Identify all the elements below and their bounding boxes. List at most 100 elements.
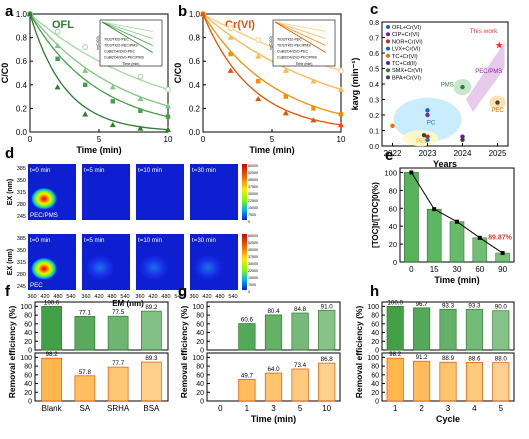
- bar-g: [318, 362, 336, 402]
- series-line-b-1: [202, 13, 342, 91]
- bar-e: [404, 172, 419, 263]
- y-tick-label-b: 1.0: [189, 10, 201, 19]
- x-tick-label-g: 0: [218, 404, 223, 413]
- legend-label-c: OFL+Cr(VI): [392, 25, 421, 31]
- x-tick-label-b: 5: [270, 135, 275, 144]
- inset-line-b: [274, 21, 326, 39]
- bar-value-label-g: 60.6: [241, 317, 254, 324]
- colorbar-label-d: 7500: [248, 213, 256, 217]
- y-tick-label-d: 315: [17, 190, 26, 196]
- colorbar-label-d: 0: [248, 290, 250, 294]
- x-tick-label-a: 5: [97, 135, 102, 144]
- y-tick-label-d: 245: [17, 284, 26, 290]
- x-tick-label-d: 540: [228, 294, 237, 300]
- heatmap-time-label-d: t=0 min: [30, 167, 51, 174]
- legend-label-c: BPA+Cr(VI): [392, 75, 421, 81]
- colorbar-d: [242, 164, 247, 220]
- bar-value-label-g: 49.7: [241, 372, 254, 379]
- annotation-pms-c: PMS: [441, 82, 454, 88]
- x-tick-label-a: 0: [28, 135, 33, 144]
- data-point-b: [310, 78, 317, 84]
- x-tick-label-g: 3: [271, 404, 276, 413]
- heatmap-time-label-d: t=0 min: [30, 237, 51, 244]
- bar-value-label-f: 89.2: [145, 304, 158, 311]
- inset-legend-b: CuBi2O4/ZnO-PEC/PMS: [277, 56, 318, 60]
- heatmap-peak-d: [31, 257, 57, 280]
- y-tick-label-f: 80: [24, 364, 32, 371]
- panel-letter-d: d: [5, 145, 14, 162]
- x-tick-label-f: Blank: [42, 404, 63, 413]
- trend-point-e: [409, 170, 414, 175]
- inset-line-a: [101, 21, 153, 53]
- inset-legend-b: TiO2/TiO2-PEC: [277, 38, 302, 42]
- colorbar-d: [242, 234, 247, 290]
- bar-h: [439, 361, 457, 402]
- y-tick-label-h: 40: [371, 381, 379, 388]
- y-axis-label-g: Removal efficiency (%): [179, 306, 189, 399]
- y-tick-label-h: 0: [375, 399, 379, 406]
- legend-marker-c: [386, 32, 390, 37]
- data-point-b: [282, 67, 289, 73]
- y-axis-label-b: C/C0: [173, 63, 183, 84]
- data-point-b: [255, 37, 262, 43]
- trend-point-e: [455, 219, 459, 224]
- inset-legend-a: CuBi2O4/ZnO-PEC: [104, 50, 136, 54]
- y-tick-label-h: 20: [371, 390, 379, 397]
- legend-label-c: CIP+Cr(VI): [392, 32, 420, 38]
- trend-point-e: [477, 235, 482, 240]
- bar-value-label-h: 90.0: [495, 304, 508, 311]
- y-tick-label-d: 245: [17, 214, 26, 220]
- series-line-a-1: [29, 13, 169, 107]
- y-tick-label-g: 60: [196, 321, 204, 328]
- y-tick-label-g: 20: [196, 390, 204, 397]
- data-point-a: [82, 111, 89, 117]
- y-tick-label-c: 0.8: [369, 20, 379, 27]
- annotation-pec-left-c: PEC: [416, 139, 429, 145]
- y-axis-label-h: Removal efficiency (%): [354, 306, 364, 399]
- heatmap-residual-d: [139, 254, 169, 281]
- y-tick-label-f: 40: [24, 330, 32, 337]
- colorbar-label-d: 7500: [248, 283, 256, 287]
- y-tick-label-b: 0.0: [189, 128, 201, 137]
- x-tick-label-d: 360: [189, 294, 198, 300]
- y-tick-label-f: 80: [24, 313, 32, 320]
- bar-value-label-f: 57.8: [79, 369, 92, 376]
- x-axis-label-e: Time (min): [434, 275, 479, 285]
- bar-g: [238, 323, 256, 351]
- bar-h: [413, 360, 431, 402]
- y-tick-label-c: 0.4: [369, 82, 379, 89]
- y-tick-label-h: 60: [371, 321, 379, 328]
- bar-value-label-h: 98.2: [389, 351, 402, 358]
- y-tick-label-h: 40: [371, 330, 379, 337]
- data-point-b: [227, 67, 234, 73]
- data-point-b: [338, 121, 344, 128]
- y-tick-label-a: 0.6: [16, 57, 28, 66]
- legend-label-c: SMX+Cr(VI): [392, 68, 422, 74]
- bar-value-label-h: 88.0: [495, 356, 508, 363]
- data-point-c: [425, 134, 430, 139]
- y-tick-label-d: 315: [17, 260, 26, 266]
- bar-h: [465, 361, 483, 402]
- panel-letter-c: c: [370, 1, 378, 18]
- y-tick-label-a: 0.0: [16, 128, 28, 137]
- x-tick-label-h: 3: [446, 404, 451, 413]
- legend-label-c: TC+Cd(II): [392, 61, 417, 67]
- bar-value-label-f: 77.5: [112, 309, 125, 316]
- region-pc-c: [393, 97, 462, 142]
- y-tick-label-f: 60: [24, 372, 32, 379]
- x-tick-label-e: 90: [498, 265, 507, 274]
- x-tick-label-d: 420: [148, 294, 157, 300]
- y-tick-label-f: 40: [24, 381, 32, 388]
- heatmap-row-label-d: PEC: [30, 282, 43, 289]
- y-axis-label-d: EX (nm): [7, 249, 14, 275]
- panel-letter-f: f: [5, 283, 11, 300]
- heatmap-time-label-d: t=5 min: [84, 167, 105, 174]
- data-point-c: [495, 100, 500, 105]
- series-line-a-2: [29, 13, 169, 118]
- data-point-a: [165, 103, 171, 109]
- legend-marker-c: [386, 61, 390, 65]
- panel-letter-a: a: [5, 3, 14, 20]
- heatmap-residual-d: [85, 254, 115, 281]
- y-tick-label-d: 350: [17, 178, 26, 184]
